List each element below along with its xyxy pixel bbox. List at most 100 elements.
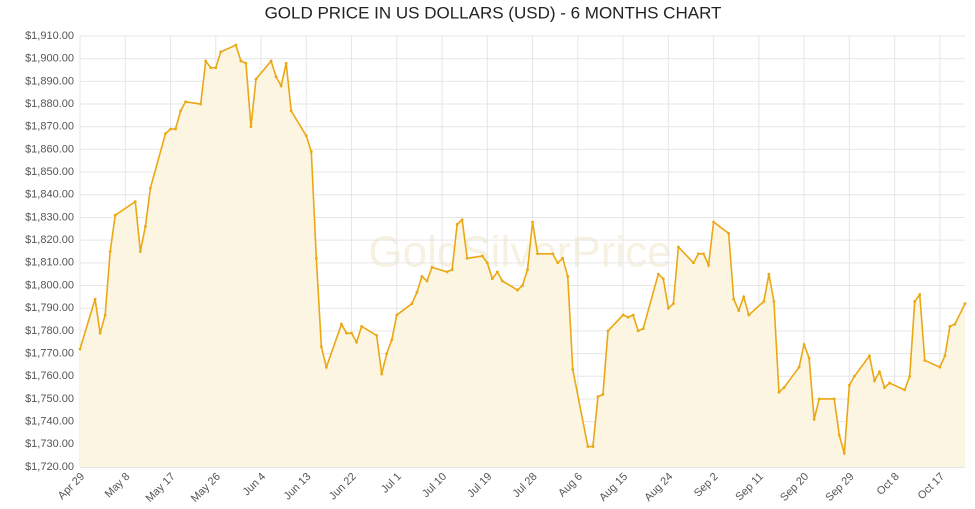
point [641,327,645,331]
point [108,250,112,253]
point [430,265,434,269]
point [873,379,876,383]
point [143,225,147,228]
point [918,293,922,296]
x-tick-label: Aug 15 [597,471,630,504]
point [732,297,736,301]
point [345,331,348,335]
point [148,186,152,190]
point [626,315,630,319]
y-tick-label: $1,820.00 [25,234,74,246]
point [244,61,248,65]
x-tick-label: Aug 24 [642,471,675,504]
x-tick-label: Sep 11 [733,471,766,504]
x-tick-label: Jun 22 [327,471,359,503]
y-tick-label: $1,750.00 [25,393,74,405]
point [355,340,358,344]
point [445,270,449,274]
y-tick-label: $1,740.00 [25,416,74,428]
point [556,261,560,265]
point [465,256,469,260]
point [279,84,283,88]
point [802,343,806,346]
x-tick-label: Jul 19 [465,471,494,500]
x-tick-label: Jun 4 [241,471,269,499]
point [666,306,670,310]
x-tick-label: Jun 13 [282,471,314,503]
point [707,263,710,267]
point [500,279,504,283]
point [631,313,635,317]
point [289,109,293,113]
x-tick-label: May 8 [103,471,133,501]
y-tick-label: $1,730.00 [25,438,74,450]
x-tick-label: May 17 [144,471,178,505]
point [249,125,253,129]
point [842,451,846,455]
point [78,347,82,351]
point [797,365,801,369]
point [948,324,952,328]
point [737,309,741,312]
point [727,231,731,235]
point [742,295,746,299]
point [963,302,967,306]
point [671,302,675,306]
point [812,417,816,421]
point [375,334,379,337]
point [390,338,394,342]
point [360,324,363,328]
point [490,277,494,281]
point [410,302,414,306]
point [204,59,208,63]
point [913,300,917,303]
point [415,290,419,294]
point [521,284,524,287]
point [380,372,384,376]
point [692,261,695,265]
point [777,390,781,394]
point [274,75,278,79]
point [304,134,308,138]
point [676,245,680,249]
point [943,354,947,358]
point [184,100,187,104]
y-tick-label: $1,830.00 [25,211,74,223]
y-tick-label: $1,780.00 [25,325,74,337]
point [516,288,519,292]
y-tick-label: $1,760.00 [25,370,74,382]
point [174,127,177,131]
point [234,43,238,47]
point [480,254,484,258]
y-tick-label: $1,720.00 [25,461,74,473]
x-tick-label: Aug 6 [556,471,585,500]
point [350,331,353,335]
point [938,365,942,369]
x-tick-label: Oct 8 [875,471,902,498]
point [551,252,555,256]
point [420,275,424,278]
x-tick-label: Sep 2 [692,471,721,500]
point [837,433,841,437]
point [133,200,137,203]
point [269,59,273,63]
point [561,256,565,260]
point [601,393,605,396]
point [199,102,203,106]
point [817,397,821,401]
x-tick-label: Sep 29 [823,471,856,504]
point [621,313,625,317]
point [425,279,429,283]
x-tick-label: Sep 20 [778,471,811,504]
point [782,386,786,390]
point [314,256,318,260]
point [309,150,313,154]
point [98,331,102,335]
x-tick-label: Oct 17 [916,471,947,502]
point [923,358,927,362]
point [772,300,776,303]
point [566,275,570,278]
point [656,272,660,276]
y-tick-label: $1,910.00 [25,30,74,42]
point [697,252,700,256]
